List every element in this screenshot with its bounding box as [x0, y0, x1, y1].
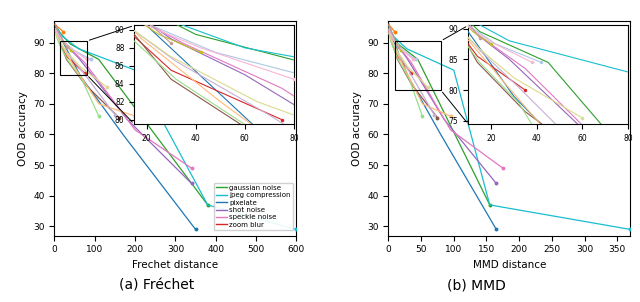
- Y-axis label: OOD accuracy: OOD accuracy: [351, 91, 362, 166]
- Bar: [395, 41, 441, 90]
- Bar: [60, 41, 86, 75]
- Text: (b) MMD: (b) MMD: [447, 279, 506, 293]
- Text: (a) Fréchet: (a) Fréchet: [119, 279, 195, 293]
- X-axis label: Frechet distance: Frechet distance: [132, 260, 218, 270]
- X-axis label: MMD distance: MMD distance: [473, 260, 546, 270]
- Legend: gaussian noise, jpeg compression, pixelate, shot noise, speckle noise, zoom blur: gaussian noise, jpeg compression, pixela…: [214, 183, 293, 230]
- Y-axis label: OOD accuracy: OOD accuracy: [18, 91, 28, 166]
